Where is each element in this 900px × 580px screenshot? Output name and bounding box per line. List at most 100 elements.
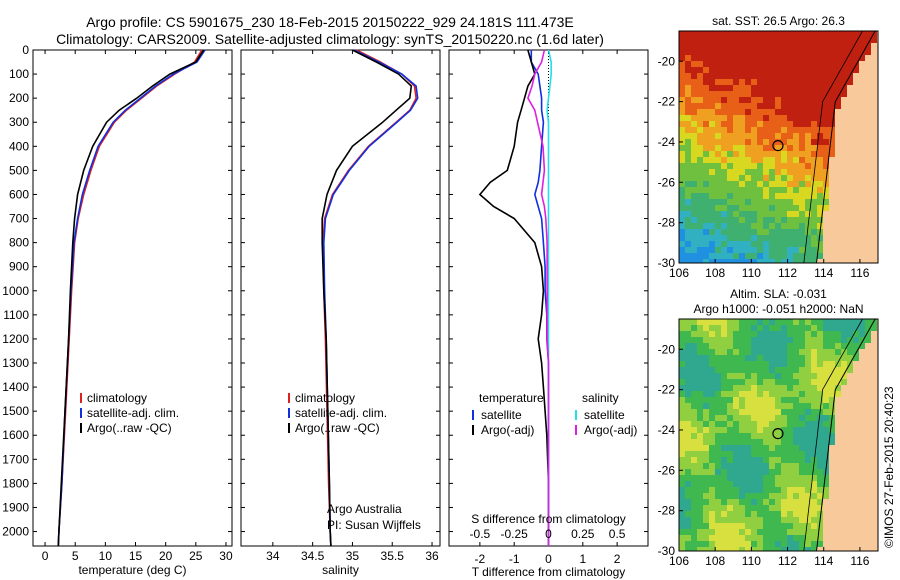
series-line-satelliteadjclim — [322, 49, 419, 547]
y-tick-label: 200 — [9, 91, 29, 105]
isobath — [803, 319, 863, 551]
x-tick-label: 10 — [99, 549, 113, 563]
coastline — [815, 319, 876, 551]
y-tick-label: 1200 — [2, 332, 29, 346]
y-tick-label: 600 — [9, 187, 29, 201]
map-x-tick-label: 108 — [705, 266, 725, 280]
map-field — [679, 31, 878, 263]
legend-label: satellite-adj. clim. — [295, 406, 387, 420]
map-subtitle: Argo h1000: -0.051 h2000: NaN — [693, 302, 863, 316]
map-x-tick-label: 108 — [705, 554, 725, 568]
y-tick-label: 1100 — [3, 308, 29, 322]
x-tick-label: 0 — [42, 549, 49, 563]
x-tick-label: 34.5 — [301, 549, 325, 563]
y-tick-label: 1800 — [2, 476, 29, 490]
legend-label: Argo(..raw -QC) — [295, 421, 380, 435]
map-title: sat. SST: 26.5 Argo: 26.3 — [712, 14, 845, 28]
map-title: Altim. SLA: -0.031 — [730, 287, 827, 301]
series-line-climatology — [57, 49, 203, 547]
profile-panel-3: -2 -1 0 1 2T difference from climatology S di… — [448, 49, 649, 579]
series-line-argorawqc — [57, 49, 205, 547]
credit-pi: PI: Susan Wijffels — [327, 518, 421, 532]
map-x-tick-label: 112 — [778, 554, 797, 568]
y-tick-label: 800 — [9, 236, 29, 250]
map-x-tick-label: 116 — [850, 554, 869, 568]
map-y-tick-label: -22 — [658, 95, 676, 109]
x-axis-label: T difference from climatology — [472, 565, 626, 579]
y-tick-label: 1300 — [2, 356, 29, 370]
map-x-tick-label: 110 — [742, 554, 761, 568]
map-x-tick-label: 106 — [669, 266, 689, 280]
y-tick-label: 1900 — [2, 500, 29, 514]
x-tick-label: 5 — [72, 549, 79, 563]
x-tick-label: 36 — [425, 549, 439, 563]
x2-tick-label: 0.5 — [609, 527, 626, 541]
y-tick-label: 1400 — [2, 380, 29, 394]
legend-label: Argo(-adj) — [584, 423, 637, 437]
x2-tick-label: -0.5 — [470, 527, 491, 541]
map-x-tick-label: 112 — [778, 266, 797, 280]
y-tick-label: 1000 — [2, 284, 29, 298]
map-y-tick-label: -24 — [658, 423, 676, 437]
x2-tick-label: 0 — [545, 527, 552, 541]
legend-title-temperature: temperature — [479, 391, 544, 405]
y-tick-label: 1600 — [2, 428, 29, 442]
credit-argo-australia: Argo Australia — [327, 502, 402, 516]
y-tick-label: 500 — [9, 163, 29, 177]
x-tick-label: 35.5 — [381, 549, 405, 563]
x-tick-label: 2 — [614, 552, 621, 566]
diff-series-line — [530, 50, 550, 546]
legend-label: Argo(-adj) — [481, 423, 534, 437]
legend-label: satellite-adj. clim. — [87, 406, 179, 420]
map-x-tick-label: 106 — [669, 554, 689, 568]
map-panel-2: 106 108 110 112 114 116 -20 -22 -24 -26 -28 -30 Alti… — [658, 287, 879, 568]
x2-axis-label: S difference from climatology — [471, 512, 626, 526]
map-y-tick-label: -28 — [658, 504, 676, 518]
series-line-climatology — [322, 49, 417, 547]
y-tick-label: 2000 — [2, 525, 29, 539]
x-tick-label: 30 — [219, 549, 233, 563]
x-axis-label: temperature (deg C) — [78, 563, 186, 577]
profile-panel-2: 34 34.5 35 35.5 36 salinity climatologysatelli… — [240, 49, 441, 577]
x2-tick-label: -0.25 — [501, 527, 529, 541]
x-axis-label: salinity — [322, 563, 359, 577]
x-tick-label: 35 — [346, 549, 360, 563]
legend-label: climatology — [295, 391, 355, 405]
map-y-tick-label: -26 — [658, 463, 676, 477]
map-x-tick-label: 114 — [814, 554, 833, 568]
credit-imos: ©IMOS 27-Feb-2015 20:40:23 — [882, 386, 896, 548]
x-tick-label: 25 — [189, 549, 203, 563]
panel-frame — [240, 49, 441, 547]
map-panel-1: 106 108 110 112 114 116 -20 -22 -24 -26 -28 -30 sat.… — [658, 14, 879, 280]
y-tick-label: 300 — [9, 115, 29, 129]
map-y-tick-label: -20 — [658, 342, 676, 356]
y-tick-label: 1500 — [2, 404, 29, 418]
map-y-tick-label: -30 — [658, 256, 676, 270]
x2-tick-label: 0.25 — [571, 527, 595, 541]
x-tick-label: 15 — [129, 549, 143, 563]
map-frame — [678, 30, 879, 264]
y-tick-label: 100 — [9, 67, 29, 81]
map-y-tick-label: -26 — [658, 175, 676, 189]
map-x-tick-label: 110 — [742, 266, 761, 280]
y-tick-label: 0 — [22, 43, 29, 57]
x-tick-label: 34 — [266, 549, 280, 563]
y-tick-label: 400 — [9, 139, 29, 153]
argo-float-marker — [772, 427, 784, 440]
map-x-tick-label: 114 — [814, 266, 833, 280]
x-tick-label: -1 — [509, 552, 520, 566]
x-tick-label: 1 — [579, 552, 586, 566]
header-line-2: Climatology: CARS2009. Satellite-adjuste… — [56, 31, 604, 47]
map-y-tick-label: -30 — [658, 544, 676, 558]
map-y-tick-label: -20 — [658, 54, 676, 68]
diff-series-line — [478, 49, 550, 546]
argo-float-marker — [772, 139, 784, 152]
map-y-tick-label: -24 — [658, 135, 676, 149]
x-tick-label: -2 — [475, 552, 486, 566]
x-tick-label: 0 — [545, 552, 552, 566]
map-field — [679, 319, 878, 551]
coastline — [815, 31, 876, 263]
map-y-tick-label: -22 — [658, 383, 676, 397]
